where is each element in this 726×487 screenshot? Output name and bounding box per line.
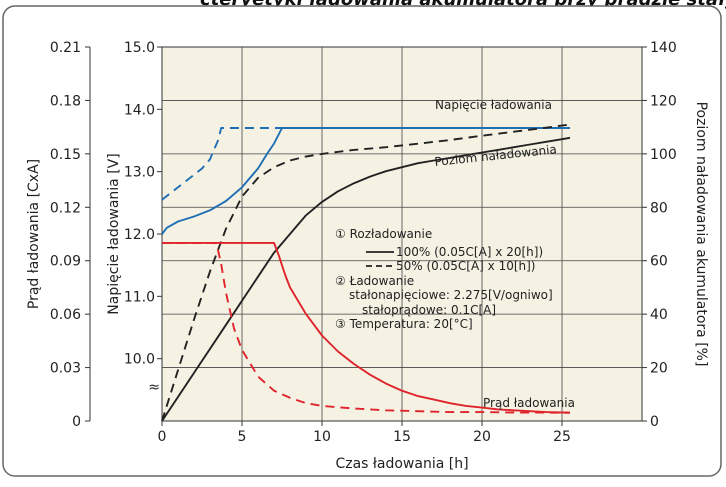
legend-discharge-50: 50% (0.05C[A] x 10[h]) <box>396 259 536 273</box>
voltage-tick-label: 12.0 <box>124 227 155 243</box>
legend-discharge-title: ① Rozładowanie <box>335 227 432 241</box>
voltage-tick-label: 14.0 <box>124 102 155 118</box>
label-current-curve: Prąd ładowania <box>483 396 575 410</box>
y-axis-label-voltage: Napięcie ładowania [V] <box>106 153 122 314</box>
voltage-series-dashed <box>161 127 570 201</box>
capacity-tick-label: 40 <box>650 307 668 323</box>
grid-lines <box>162 47 642 421</box>
current-tick-label: 0.06 <box>50 307 81 323</box>
capacity-tick-label: 100 <box>650 147 677 163</box>
y-axis-label-current: Prąd ładowania [CxA] <box>26 159 42 309</box>
capacity-tick-label: 80 <box>650 200 668 216</box>
legend-temperature: ③ Temperatura: 20[°C] <box>335 317 473 331</box>
current-tick-label: 0.21 <box>50 40 81 56</box>
voltage-tick-label: 11.0 <box>124 289 155 305</box>
capacity-tick-label: 60 <box>650 254 668 270</box>
legend-discharge-100: 100% (0.05C[A] x 20[h]) <box>396 245 543 259</box>
current-tick-label: 0.15 <box>50 147 81 163</box>
current-series-dashed <box>162 241 571 414</box>
axes-layer: 0 5 10 15 20 25 0 0.03 0.06 0.09 0.12 0.15 0.18 0.21 1… <box>50 40 677 445</box>
label-voltage-curve: Napięcie ładowania <box>435 98 552 112</box>
x-tick-label: 25 <box>553 429 571 445</box>
x-tick-label: 0 <box>158 429 167 445</box>
capacity-tick-label: 0 <box>650 414 659 430</box>
x-tick-label: 15 <box>393 429 411 445</box>
voltage-tick-label: 13.0 <box>124 165 155 181</box>
voltage-tick-label: 10.0 <box>124 352 155 368</box>
legend-charge-cc: stałoprądowe: 0.1C[A] <box>362 303 496 317</box>
capacity-series-dashed <box>161 123 571 422</box>
current-tick-label: 0.03 <box>50 361 81 377</box>
voltage-axis-break-icon: ≈ <box>148 380 160 396</box>
legend-charge-cv: stałonapięciowe: 2.275[V/ogniwo] <box>349 288 553 302</box>
x-tick-label: 5 <box>238 429 247 445</box>
series-layer <box>161 123 571 422</box>
current-series-solid <box>162 241 571 414</box>
current-tick-label: 0.18 <box>50 93 81 109</box>
header-title-fragment: cteryetyki ładowania akumulatora przy pr… <box>200 0 726 10</box>
x-axis-label: Czas ładowania [h] <box>335 456 468 472</box>
capacity-series-solid <box>161 136 571 422</box>
legend: ① Rozładowanie 100% (0.05C[A] x 20[h]) 5… <box>335 227 553 331</box>
x-tick-label: 10 <box>313 429 331 445</box>
x-tick-label: 20 <box>473 429 491 445</box>
capacity-tick-label: 20 <box>650 361 668 377</box>
capacity-tick-label: 120 <box>650 93 677 109</box>
legend-charge-title: ② Ładowanie <box>335 274 414 288</box>
current-tick-label: 0.09 <box>50 254 81 270</box>
capacity-tick-label: 140 <box>650 40 677 56</box>
current-tick-label: 0 <box>72 414 81 430</box>
voltage-tick-label: 15.0 <box>124 40 155 56</box>
current-tick-label: 0.12 <box>50 200 81 216</box>
voltage-series-solid <box>161 127 570 235</box>
y-axis-label-capacity: Poziom naładowania akumulatora [%] <box>693 102 709 367</box>
